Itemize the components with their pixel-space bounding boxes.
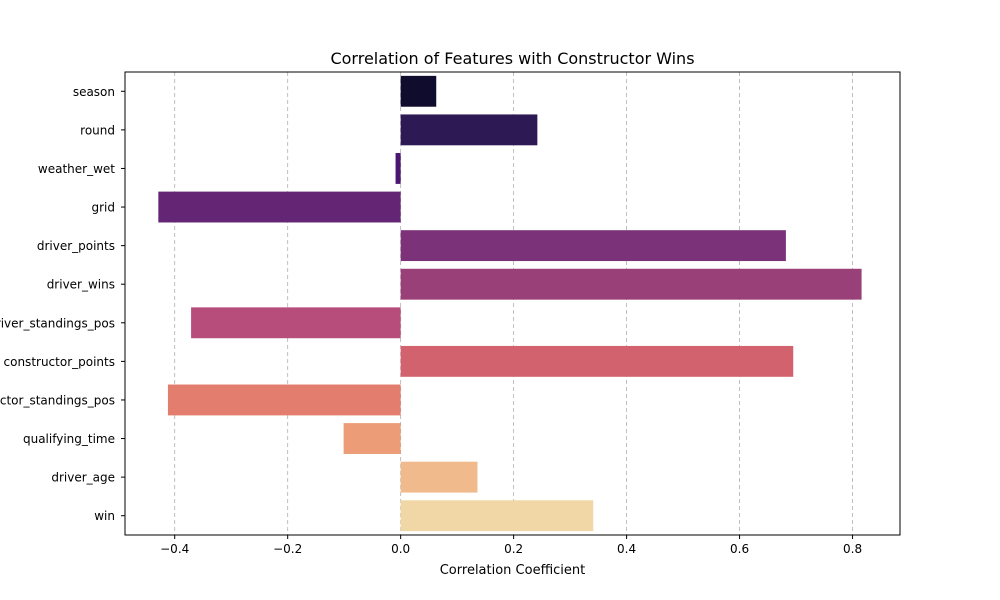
x-axis-label: Correlation Coefficient (440, 563, 586, 578)
bar-qualifying-time (343, 423, 401, 454)
bar-win (400, 500, 594, 532)
grid-lines (174, 72, 853, 535)
bar-constructor-standings-pos (167, 384, 401, 416)
y-tick-label: qualifying_time (23, 432, 115, 446)
bar-season (400, 75, 437, 107)
plot-area-frame (124, 71, 901, 536)
y-tick-label: driver_points (37, 239, 115, 253)
y-tick-label: season (73, 85, 115, 99)
x-tick-label: 0.4 (617, 542, 636, 556)
x-tick-label: −0.2 (273, 542, 302, 556)
x-tick-label: −0.4 (160, 542, 189, 556)
x-tick-label: 0.2 (504, 542, 523, 556)
bar-weather-wet (395, 153, 401, 184)
y-tick-label: constructor_points (4, 355, 115, 369)
x-tick-label: 0.8 (843, 542, 862, 556)
y-tick-label: round (80, 123, 115, 137)
bar-round (400, 114, 538, 146)
chart-title: Correlation of Features with Constructor… (330, 49, 694, 68)
bar-constructor-points (400, 345, 794, 377)
y-tick-label: driver_standings_pos (0, 316, 115, 330)
y-tick-label: constructor_standings_pos (0, 393, 115, 407)
x-tick-label: 0.0 (391, 542, 410, 556)
x-tick-label: 0.6 (730, 542, 749, 556)
y-tick-label: grid (91, 201, 115, 215)
bars (158, 75, 862, 532)
y-tick-label: driver_age (51, 471, 115, 485)
y-tick-label: driver_wins (47, 278, 115, 292)
bar-driver-standings-pos (191, 307, 401, 339)
y-tick-label: weather_wet (38, 162, 115, 176)
bar-driver-age (400, 461, 478, 493)
y-tick-label: win (94, 509, 115, 523)
bar-grid (158, 191, 401, 223)
bar-driver-points (400, 230, 786, 262)
bar-driver-wins (400, 268, 862, 300)
x-axis-ticks: −0.4 −0.2 0.0 0.2 0.4 0.6 0.8 (160, 535, 862, 556)
